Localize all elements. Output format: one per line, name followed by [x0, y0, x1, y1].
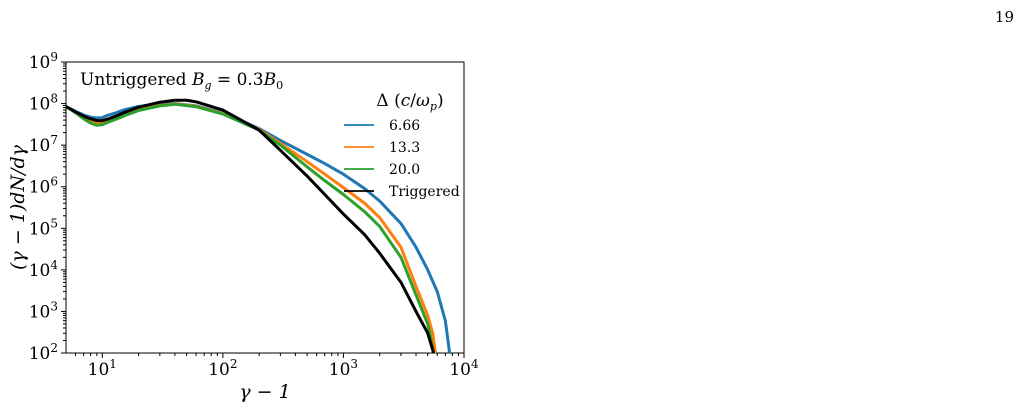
- series-group: [66, 98, 452, 353]
- x-tick-label-2: 103: [329, 357, 358, 380]
- x-axis-label: γ − 1: [239, 381, 290, 403]
- plot-frame: [65, 61, 465, 354]
- y-tick-label-3: 105: [29, 216, 58, 239]
- page-number: 19: [994, 8, 1014, 26]
- y-tick-label-6: 108: [29, 92, 58, 115]
- x-tick-label-3: 104: [449, 357, 479, 380]
- y-tick-label-4: 106: [29, 175, 58, 198]
- y-tick-label-2: 104: [29, 258, 59, 281]
- legend-title: Δ (c/ωp): [376, 91, 443, 113]
- y-tick-label-1: 103: [29, 299, 58, 322]
- legend-label-1: 13.3: [389, 140, 420, 156]
- x-tick-label-0: 101: [88, 357, 117, 380]
- y-tick-label-7: 109: [29, 50, 58, 73]
- y-tick-label-5: 107: [29, 133, 58, 156]
- y-axis-label: (γ − 1)dN/dγ: [7, 144, 29, 270]
- series-line-2: [66, 102, 436, 353]
- x-tick-label-1: 102: [208, 357, 237, 380]
- legend-label-3: Triggered: [389, 184, 460, 200]
- legend-label-0: 6.66: [389, 118, 420, 134]
- series-line-3: [66, 98, 436, 353]
- y-tick-label-0: 102: [29, 341, 58, 364]
- legend-label-2: 20.0: [389, 162, 420, 178]
- plot-title: Untriggered Bg = 0.3B0: [80, 70, 283, 92]
